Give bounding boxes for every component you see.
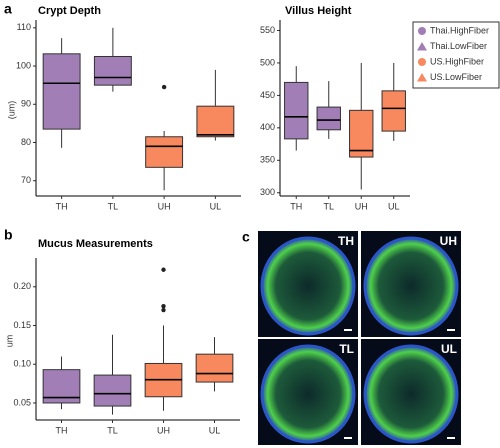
legend-label: Thai.HighFiber: [430, 25, 489, 35]
tissue: [260, 236, 356, 336]
y-tick-label: 500: [260, 57, 275, 67]
box: [145, 136, 184, 168]
x-tick-label: TL: [108, 201, 119, 211]
box: [195, 353, 234, 383]
x-tick-label: TL: [323, 201, 334, 211]
micrograph-label: UH: [440, 234, 457, 248]
box: [349, 109, 374, 158]
box: [284, 81, 309, 140]
tissue: [363, 344, 459, 444]
y-tick-label: 0.10: [13, 359, 31, 369]
chart-title: Mucus Measurements: [38, 238, 153, 250]
y-tick-label: 110: [17, 22, 31, 32]
box: [381, 90, 406, 132]
y-axis-label: um: [4, 335, 14, 348]
legend-marker: [418, 58, 426, 66]
legend-label: US.LowFiber: [430, 72, 482, 82]
tissue: [260, 344, 356, 444]
x-tick-label: UL: [388, 201, 400, 211]
legend-box: [412, 21, 500, 89]
panel-label: c: [242, 229, 250, 245]
y-tick-label: 90: [21, 99, 31, 109]
x-tick-label: TH: [56, 201, 68, 211]
y-tick-label: 350: [260, 155, 275, 165]
scale-bar: [344, 437, 352, 439]
tissue: [363, 236, 459, 336]
y-tick-label: 300: [260, 187, 275, 197]
legend-marker: [418, 27, 426, 35]
box: [93, 55, 132, 86]
y-tick-label: 0.05: [13, 397, 31, 407]
panel-label: b: [4, 227, 13, 243]
scale-bar: [344, 329, 352, 331]
y-tick-label: 400: [260, 122, 275, 132]
outlier: [161, 84, 167, 90]
legend-marker: [417, 73, 427, 82]
scale-bar: [447, 329, 455, 331]
chart-title: Crypt Depth: [38, 5, 101, 17]
box: [196, 105, 235, 138]
x-tick-label: TH: [290, 201, 302, 211]
x-tick-label: UH: [355, 201, 368, 211]
x-tick-label: TH: [56, 425, 68, 435]
box: [316, 106, 341, 131]
legend-label: US.HighFiber: [430, 56, 484, 66]
box: [42, 53, 81, 130]
y-tick-label: 450: [260, 90, 275, 100]
y-tick-label: 550: [260, 25, 275, 35]
x-tick-label: UH: [158, 201, 171, 211]
x-tick-label: UL: [210, 201, 222, 211]
scale-bar: [447, 437, 455, 439]
micrograph-label: UL: [441, 342, 457, 356]
legend-label: Thai.LowFiber: [430, 41, 487, 51]
x-tick-label: TL: [107, 425, 118, 435]
x-tick-label: UL: [209, 425, 221, 435]
y-axis-label: (um): [6, 101, 16, 120]
x-tick-label: UH: [157, 425, 170, 435]
panel-label: a: [4, 1, 12, 17]
micrograph-label: TH: [338, 234, 354, 248]
outlier: [161, 267, 166, 272]
y-tick-label: 70: [21, 175, 31, 185]
chart-title: Villus Height: [285, 5, 352, 17]
outlier: [161, 307, 166, 313]
legend-marker: [417, 42, 427, 51]
micrograph-label: TL: [339, 342, 354, 356]
outlier: [161, 303, 166, 309]
y-tick-label: 0.15: [13, 320, 31, 330]
box: [93, 374, 132, 407]
y-tick-label: 100: [16, 60, 31, 70]
y-tick-label: 0.20: [13, 281, 31, 291]
y-tick-label: 80: [21, 137, 31, 147]
